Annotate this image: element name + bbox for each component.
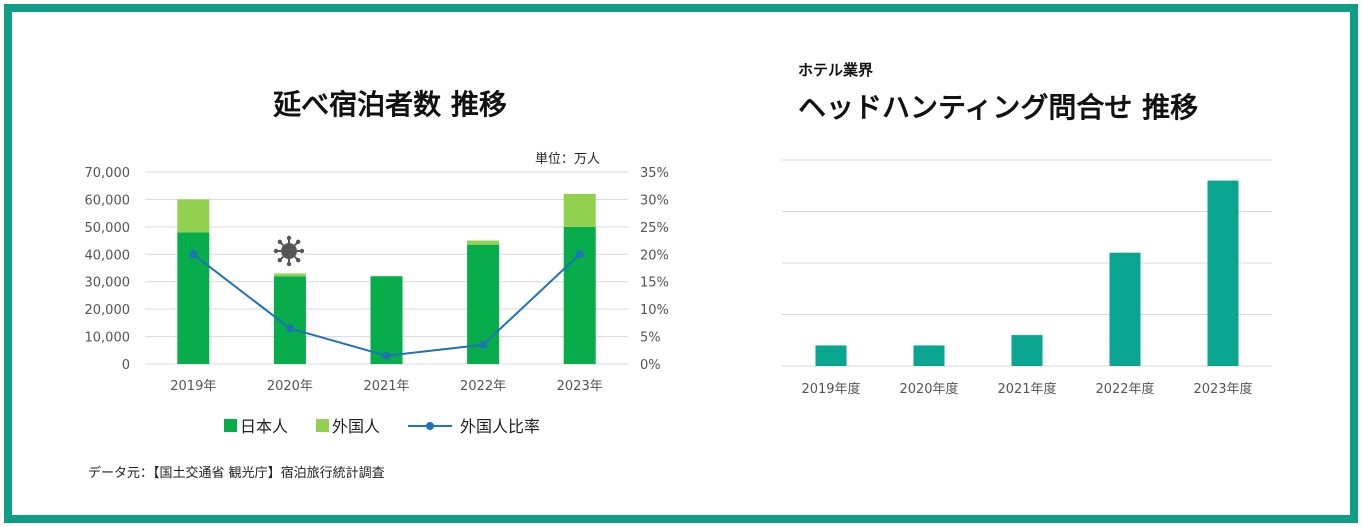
y-tick-label: 60,000 bbox=[85, 193, 131, 208]
bar-foreign bbox=[273, 273, 306, 277]
x-tick-label: 2020年 bbox=[267, 379, 313, 394]
right-chart: 2019年度 2020年度 2021年度 2022年度 2023年度 bbox=[782, 159, 1272, 397]
bar-inquiries bbox=[1109, 252, 1141, 366]
right-chart-subtitle: ホテル業界 bbox=[798, 61, 873, 79]
y-tick-label: 30,000 bbox=[85, 276, 131, 291]
y2-tick-label: 5% bbox=[640, 331, 661, 346]
virus-icon bbox=[273, 235, 305, 267]
y-tick-label: 0 bbox=[122, 358, 130, 373]
ratio-point bbox=[382, 351, 391, 360]
y2-tick-label: 10% bbox=[640, 303, 669, 318]
y-tick-label: 40,000 bbox=[85, 248, 131, 263]
x-tick-label: 2021年 bbox=[363, 379, 409, 394]
bar-inquiries bbox=[913, 345, 945, 366]
bar-japanese bbox=[563, 226, 596, 364]
y2-tick-label: 0% bbox=[640, 358, 661, 373]
y-tick-label: 10,000 bbox=[85, 331, 131, 346]
legend: 日本人 外国人 外国人比率 bbox=[224, 417, 540, 436]
x-tick-label: 2019年度 bbox=[801, 381, 860, 397]
x-tick-label: 2021年度 bbox=[997, 381, 1056, 397]
legend-swatch-japanese bbox=[224, 419, 237, 432]
y2-tick-label: 15% bbox=[640, 276, 669, 291]
x-tick-label: 2022年度 bbox=[1095, 381, 1154, 397]
bar-inquiries bbox=[1207, 180, 1239, 366]
legend-label-japanese: 日本人 bbox=[240, 417, 288, 436]
x-tick-label: 2022年 bbox=[460, 379, 506, 394]
left-chart-title: 延べ宿泊者数 推移 bbox=[272, 88, 507, 121]
y-tick-label: 50,000 bbox=[85, 221, 131, 236]
ratio-point bbox=[479, 340, 488, 349]
legend-label-ratio: 外国人比率 bbox=[460, 417, 540, 436]
ratio-point bbox=[575, 250, 584, 259]
left-chart: 0 10,000 20,000 30,000 40,000 50,000 60,000 70,… bbox=[85, 166, 669, 394]
data-source: データ元：【国土交通省 観光庁】宿泊旅行統計調査 bbox=[88, 465, 385, 481]
bar-japanese bbox=[370, 276, 403, 364]
legend-marker-ratio bbox=[426, 422, 434, 430]
bar-foreign bbox=[177, 199, 210, 233]
y-tick-label: 20,000 bbox=[85, 303, 131, 318]
x-tick-label: 2023年 bbox=[557, 379, 603, 394]
legend-swatch-foreign bbox=[316, 419, 329, 432]
y-tick-label: 70,000 bbox=[85, 166, 131, 181]
bar-foreign bbox=[467, 240, 500, 245]
bar-inquiries bbox=[815, 345, 847, 366]
x-tick-label: 2019年 bbox=[170, 379, 216, 394]
y2-tick-label: 20% bbox=[640, 248, 669, 263]
unit-label: 単位：万人 bbox=[535, 151, 600, 167]
right-chart-title: ヘッドハンティング問合せ 推移 bbox=[798, 91, 1198, 124]
ratio-point bbox=[285, 324, 294, 333]
x-tick-label: 2023年度 bbox=[1193, 381, 1252, 397]
ratio-point bbox=[189, 250, 198, 259]
y2-tick-label: 30% bbox=[640, 193, 669, 208]
bar-inquiries bbox=[1011, 335, 1043, 366]
y2-tick-label: 35% bbox=[640, 166, 669, 181]
bar-foreign bbox=[563, 193, 596, 227]
legend-label-foreign: 外国人 bbox=[332, 417, 380, 436]
x-tick-label: 2020年度 bbox=[899, 381, 958, 397]
y2-tick-label: 25% bbox=[640, 221, 669, 236]
